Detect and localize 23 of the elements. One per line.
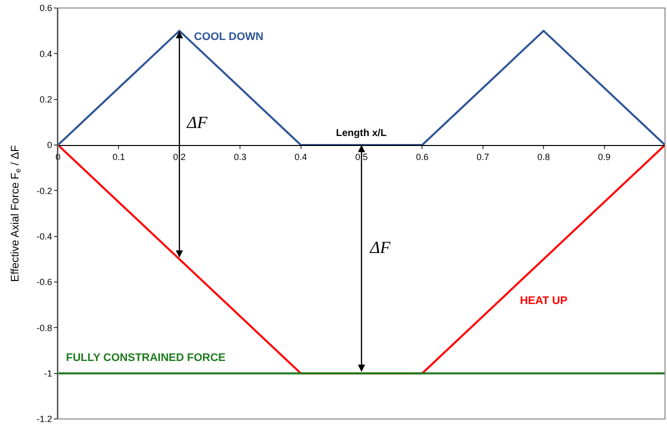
x-tick-label: 0.6 (416, 152, 428, 162)
y-tick-label: -1 (44, 368, 52, 378)
y-tick-label: 0.4 (40, 48, 52, 59)
x-tick-label: 0.9 (598, 152, 611, 162)
y-tick-label: -0.4 (36, 231, 52, 242)
annotation: ΔF (186, 113, 208, 132)
x-tick-label: 0.8 (537, 152, 550, 162)
x-tick-label: 0.7 (476, 152, 490, 162)
x-axis-title: Length x/L (336, 128, 387, 139)
series-label: COOL DOWN (194, 31, 264, 43)
annotation: ΔF (369, 238, 391, 257)
series-label: FULLY CONSTRAINED FORCE (66, 352, 226, 364)
y-tick-label: 0.6 (40, 3, 52, 14)
y-tick-label: -1.2 (36, 414, 52, 424)
y-tick-label: -0.8 (36, 322, 52, 333)
x-tick-label: 0.4 (294, 152, 308, 162)
y-tick-label: 0 (47, 140, 52, 150)
series-label: HEAT UP (520, 295, 568, 307)
y-tick-label: 0.2 (40, 94, 52, 104)
x-tick-label: 0.1 (112, 152, 125, 162)
x-tick-label: 0.3 (234, 152, 246, 162)
y-tick-label: -0.2 (36, 186, 52, 196)
y-tick-label: -0.6 (36, 277, 52, 288)
